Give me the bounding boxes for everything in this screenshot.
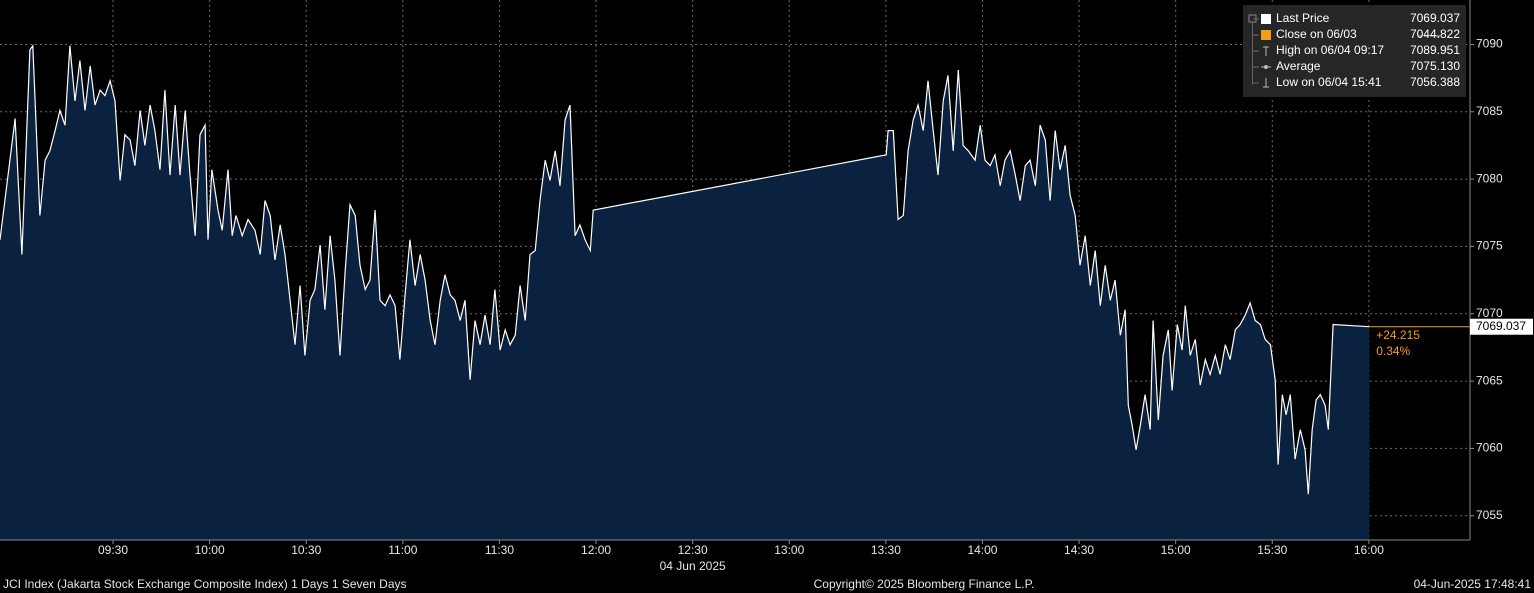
legend-value: 7056.388 (1410, 75, 1460, 89)
y-tick-label: 7065 (1476, 373, 1503, 387)
x-tick-label: 14:30 (1064, 543, 1094, 557)
legend-swatch (1261, 14, 1271, 24)
x-tick-label: 15:00 (1161, 543, 1191, 557)
y-tick-label: 7055 (1476, 508, 1503, 522)
x-tick-label: 12:30 (678, 543, 708, 557)
last-price-label: 7069.037 (1476, 319, 1526, 333)
date-label: 04 Jun 2025 (660, 559, 726, 573)
y-tick-label: 7085 (1476, 104, 1503, 118)
legend-box (1243, 5, 1466, 97)
y-tick-label: 7090 (1476, 37, 1503, 51)
x-tick-label: 15:30 (1257, 543, 1287, 557)
legend-value: 7089.951 (1410, 43, 1460, 57)
x-tick-label: 13:30 (871, 543, 901, 557)
change-label: +24.215 (1376, 328, 1420, 342)
legend-value: 7044.822 (1410, 27, 1460, 41)
x-tick-label: 09:30 (98, 543, 128, 557)
x-tick-label: 16:00 (1354, 543, 1384, 557)
footer-left: JCI Index (Jakarta Stock Exchange Compos… (3, 577, 407, 591)
x-tick-label: 11:30 (485, 543, 514, 557)
footer-center: Copyright© 2025 Bloomberg Finance L.P. (814, 577, 1035, 591)
legend-value: 7069.037 (1410, 11, 1460, 25)
legend-value: 7075.130 (1410, 59, 1460, 73)
legend-name: Low on 06/04 15:41 (1276, 75, 1382, 89)
legend-icon (1264, 65, 1268, 69)
x-tick-label: 12:00 (581, 543, 611, 557)
legend-swatch (1261, 30, 1271, 40)
last-price-box (1470, 318, 1533, 335)
legend-name: Last Price (1276, 11, 1330, 25)
legend-name: Average (1276, 59, 1321, 73)
x-tick-label: 10:00 (195, 543, 225, 557)
footer-right: 04-Jun-2025 17:48:41 (1414, 577, 1532, 591)
price-line (0, 44, 1370, 495)
legend-name: High on 06/04 09:17 (1276, 43, 1384, 57)
y-tick-label: 7075 (1476, 239, 1503, 253)
legend: Last Price 7069.037 Close on 06/03 7044.822… (1243, 5, 1466, 97)
change-pct-label: 0.34% (1376, 344, 1410, 358)
y-tick-label: 7060 (1476, 441, 1503, 455)
x-tick-label: 11:00 (388, 543, 417, 557)
x-tick-label: 10:30 (291, 543, 321, 557)
legend-name: Close on 06/03 (1276, 27, 1357, 41)
area-fill (0, 45, 1370, 541)
y-tick-label: 7080 (1476, 171, 1503, 185)
y-tick-label: 7070 (1476, 306, 1503, 320)
x-tick-label: 14:00 (967, 543, 997, 557)
plot-area (0, 0, 1470, 541)
x-tick-label: 13:00 (774, 543, 804, 557)
